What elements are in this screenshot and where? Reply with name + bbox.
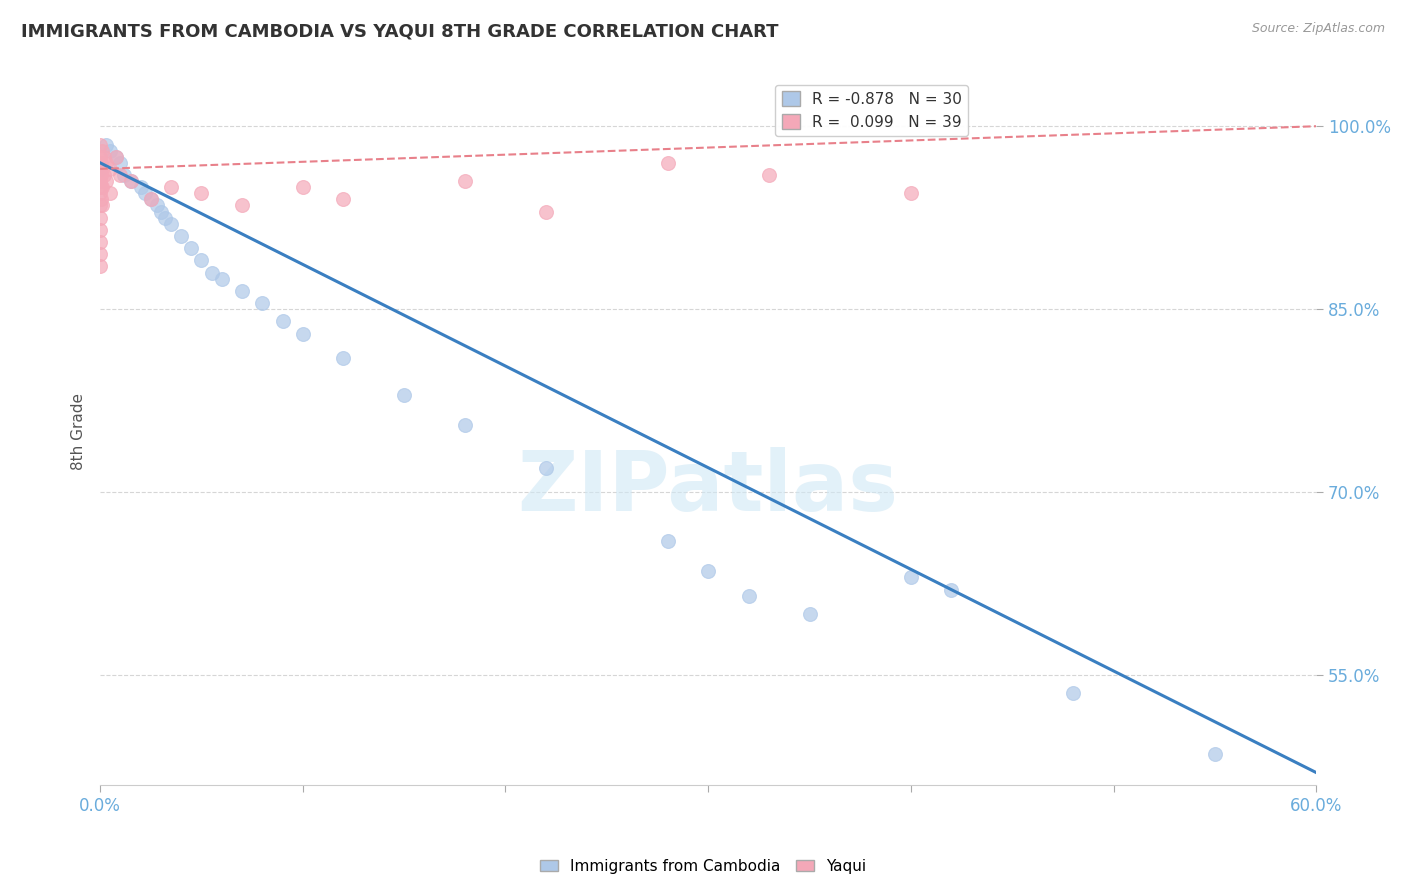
Point [90,180,112,194]
Point [93,150,115,164]
Point [392,387,415,401]
Point [454,417,477,432]
Point [91,144,114,158]
Point [89,235,111,249]
Point [89,174,111,188]
Point [291,326,314,341]
Point [96,137,118,152]
Point [90,168,112,182]
Point [534,204,557,219]
Point [98,144,121,158]
Point [291,180,314,194]
Point [657,533,679,548]
Point [89,186,111,201]
Point [160,180,183,194]
Point [231,198,253,212]
Point [454,174,477,188]
Point [190,253,212,268]
Point [758,168,780,182]
Point [146,198,169,212]
Point [90,193,112,207]
Point [200,266,222,280]
Point [89,211,111,225]
Point [799,607,821,621]
Text: IMMIGRANTS FROM CAMBODIA VS YAQUI 8TH GRADE CORRELATION CHART: IMMIGRANTS FROM CAMBODIA VS YAQUI 8TH GR… [21,22,779,40]
Point [900,186,922,201]
Point [211,271,233,285]
Point [90,156,112,170]
Point [139,193,162,207]
Point [271,314,294,328]
Point [91,161,114,176]
Point [89,223,111,237]
Point [96,174,118,188]
Point [160,217,183,231]
Point [170,229,193,244]
Point [93,168,115,182]
Point [332,193,354,207]
Point [89,161,111,176]
Text: Source: ZipAtlas.com: Source: ZipAtlas.com [1251,22,1385,36]
Point [134,186,156,201]
Point [180,241,202,255]
Point [98,161,121,176]
Point [252,296,274,310]
Point [89,161,111,176]
Point [941,582,963,597]
Point [1062,686,1084,700]
Point [89,150,111,164]
Y-axis label: 8th Grade: 8th Grade [72,392,86,469]
Point [900,570,922,584]
Point [91,198,114,212]
Point [96,156,118,170]
Legend: R = -0.878   N = 30, R =  0.099   N = 39: R = -0.878 N = 30, R = 0.099 N = 39 [775,85,969,136]
Point [89,137,111,152]
Point [105,150,128,164]
Point [89,198,111,212]
Point [697,565,720,579]
Point [190,186,212,201]
Point [89,247,111,261]
Point [120,174,142,188]
Point [110,156,132,170]
Point [534,460,557,475]
Point [738,589,761,603]
Point [98,186,121,201]
Point [231,284,253,298]
Point [120,174,142,188]
Point [153,211,176,225]
Point [657,156,679,170]
Point [129,180,152,194]
Point [1204,747,1226,762]
Point [91,180,114,194]
Point [149,204,172,219]
Legend: Immigrants from Cambodia, Yaqui: Immigrants from Cambodia, Yaqui [533,853,873,880]
Text: ZIPatlas: ZIPatlas [517,447,898,528]
Point [105,150,128,164]
Point [114,168,136,182]
Point [110,168,132,182]
Point [89,260,111,274]
Point [139,193,162,207]
Point [332,351,354,365]
